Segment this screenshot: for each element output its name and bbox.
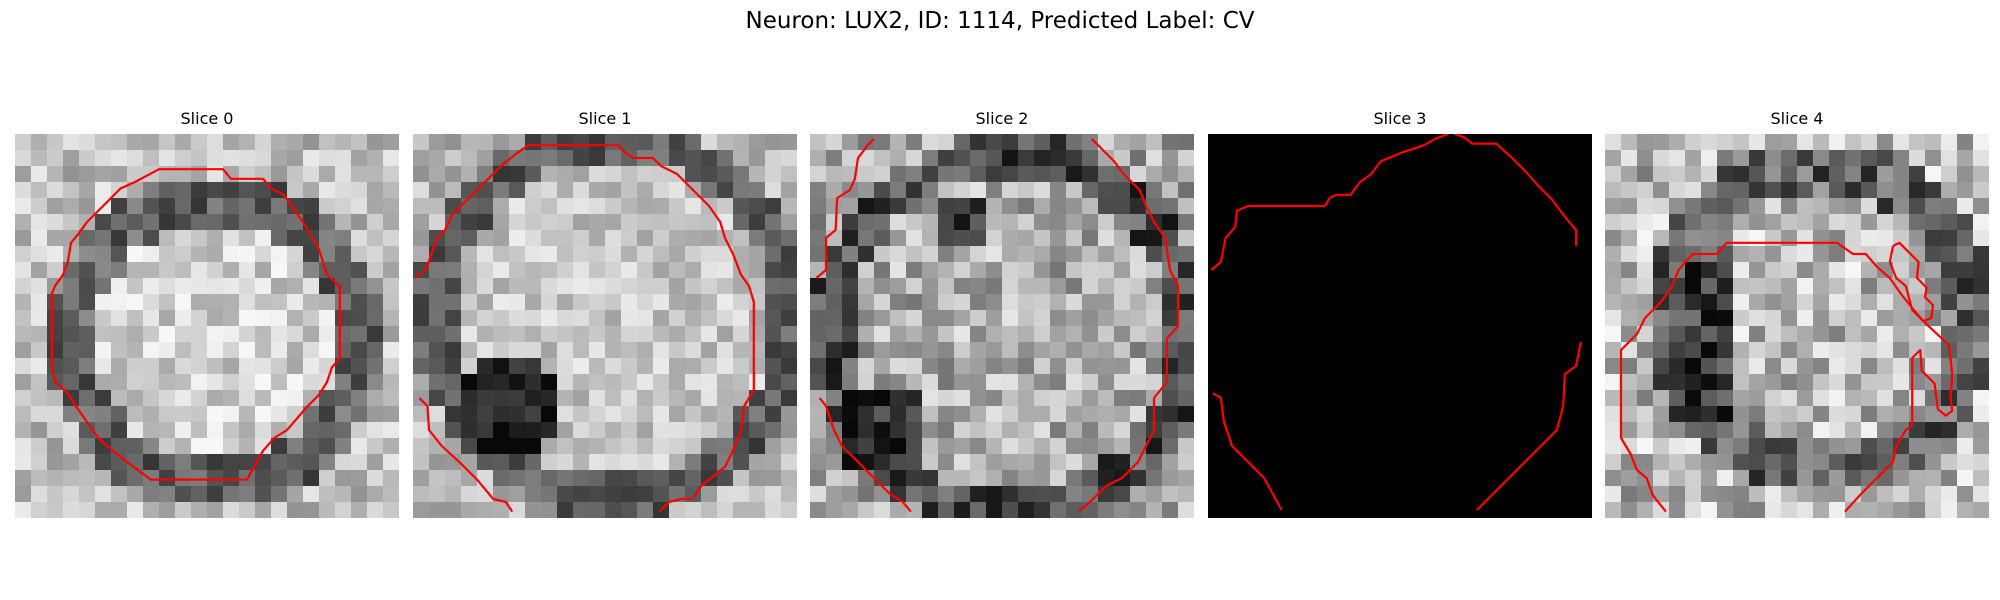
figure-title: Neuron: LUX2, ID: 1114, Predicted Label:… (745, 8, 1255, 34)
contour-line (1888, 241, 1935, 323)
slice-image (810, 134, 1194, 518)
slice-image (1605, 134, 1989, 518)
slice-title: Slice 4 (1770, 109, 1824, 128)
slice-image (15, 134, 399, 518)
slice-image (1208, 134, 1592, 518)
slice-title: Slice 0 (180, 109, 234, 128)
contour-line (1619, 241, 1954, 513)
slice-title: Slice 3 (1373, 109, 1427, 128)
slice-title: Slice 1 (578, 109, 632, 128)
contour-line (1078, 138, 1180, 513)
slice-title: Slice 2 (975, 109, 1029, 128)
contour-line (818, 397, 912, 513)
contour-line (1476, 341, 1582, 511)
contour-line (413, 144, 755, 500)
contour-line (815, 138, 875, 279)
contour-line (50, 168, 341, 481)
contour-line (658, 497, 692, 513)
slice-image (413, 134, 797, 518)
contour-line (1454, 134, 1578, 246)
contour-line (418, 397, 514, 513)
contour-line (1212, 392, 1283, 511)
contour-line (1210, 134, 1449, 271)
